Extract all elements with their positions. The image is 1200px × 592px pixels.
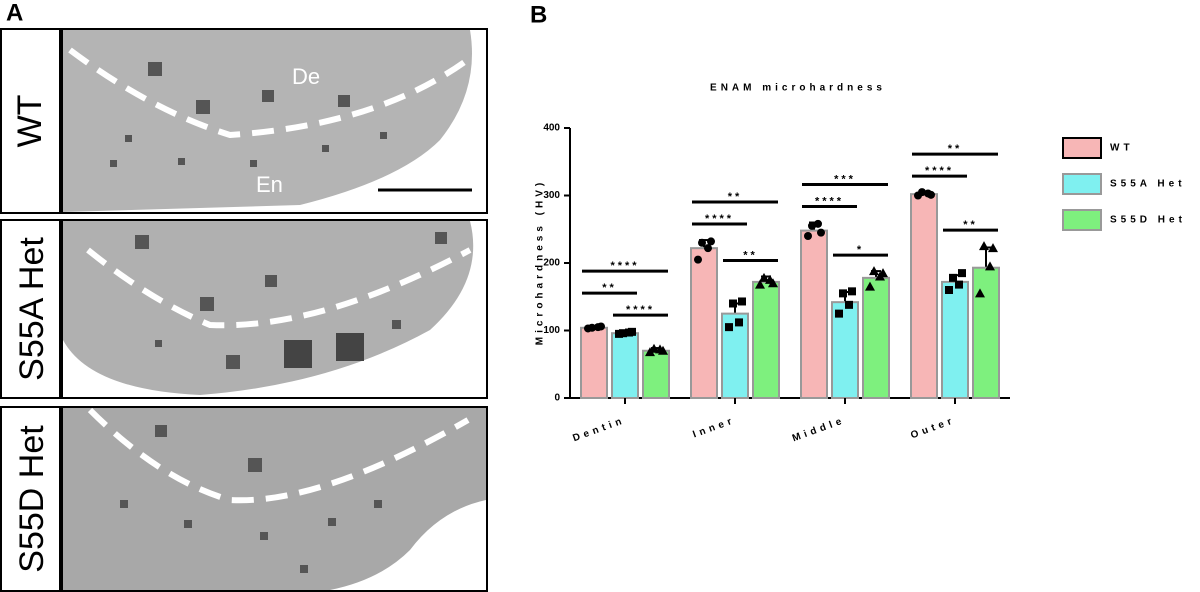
row-label: S55A Het bbox=[13, 237, 51, 381]
data-point bbox=[869, 266, 879, 276]
data-point bbox=[704, 244, 712, 253]
chart-title: ENAM microhardness bbox=[710, 83, 886, 94]
micrograph bbox=[63, 221, 474, 395]
micrograph-row: S55A Het bbox=[0, 219, 488, 399]
micrograph-row: WT De En bbox=[0, 28, 488, 214]
data-point bbox=[768, 278, 778, 288]
bar bbox=[611, 332, 639, 400]
data-point bbox=[619, 329, 627, 338]
panel-letter: B bbox=[530, 1, 547, 28]
data-point bbox=[698, 238, 706, 247]
data-point bbox=[817, 228, 825, 237]
bar bbox=[642, 349, 670, 399]
bar bbox=[800, 229, 828, 399]
data-point bbox=[707, 237, 715, 246]
data-point bbox=[814, 219, 822, 228]
y-tick-label: 400 bbox=[543, 123, 560, 134]
micrograph bbox=[63, 408, 486, 590]
y-axis-label: Microhardness (HV) bbox=[535, 179, 546, 345]
region-label: De bbox=[292, 64, 320, 89]
bar bbox=[910, 193, 938, 399]
data-point bbox=[755, 279, 765, 289]
data-point bbox=[588, 323, 596, 332]
data-point bbox=[878, 268, 888, 278]
micrograph bbox=[63, 30, 472, 212]
data-point bbox=[658, 345, 668, 355]
significance-label: **** bbox=[925, 165, 954, 177]
y-tick-label: 100 bbox=[543, 325, 560, 336]
legend-swatch bbox=[1062, 173, 1102, 195]
y-tick-label: 300 bbox=[543, 190, 560, 201]
legend-swatch bbox=[1062, 137, 1102, 159]
bar bbox=[941, 280, 969, 399]
data-point bbox=[735, 318, 743, 327]
data-point bbox=[597, 322, 605, 331]
data-point bbox=[738, 297, 746, 306]
data-point bbox=[848, 287, 856, 296]
significance-label: ** bbox=[743, 249, 758, 261]
legend-label: S55D Het bbox=[1110, 215, 1186, 226]
data-point bbox=[835, 309, 843, 318]
data-point bbox=[839, 289, 847, 298]
significance-label: ** bbox=[963, 219, 978, 231]
data-point bbox=[725, 323, 733, 332]
data-point bbox=[927, 190, 935, 199]
significance-label: * bbox=[857, 244, 864, 256]
data-point bbox=[975, 288, 985, 298]
x-tick-label: Middle bbox=[791, 415, 847, 444]
significance-label: **** bbox=[626, 304, 655, 316]
bar bbox=[862, 276, 890, 400]
bar bbox=[721, 312, 749, 399]
legend-label: WT bbox=[1110, 143, 1134, 154]
x-tick-label: Inner bbox=[691, 415, 737, 441]
data-point bbox=[985, 261, 995, 271]
data-point bbox=[694, 255, 702, 264]
data-point bbox=[945, 286, 953, 294]
y-tick-label: 0 bbox=[554, 393, 560, 404]
data-point bbox=[649, 343, 659, 353]
bar bbox=[752, 280, 780, 399]
data-point bbox=[628, 327, 636, 336]
legend-label: S55A Het bbox=[1110, 179, 1186, 190]
significance-label: *** bbox=[834, 173, 856, 185]
data-point bbox=[729, 299, 737, 308]
data-point bbox=[865, 281, 875, 291]
data-point bbox=[808, 221, 816, 230]
legend-swatch bbox=[1062, 209, 1102, 231]
significance-label: **** bbox=[815, 195, 844, 207]
data-point bbox=[955, 280, 963, 289]
significance-label: ** bbox=[948, 143, 963, 155]
data-point bbox=[958, 269, 966, 278]
x-tick-label: Outer bbox=[909, 415, 957, 441]
data-point bbox=[979, 241, 989, 251]
y-tick-label: 200 bbox=[543, 258, 560, 269]
data-point bbox=[988, 243, 998, 253]
data-point bbox=[918, 188, 926, 197]
label-box bbox=[0, 406, 61, 592]
row-label: WT bbox=[11, 95, 49, 148]
significance-label: **** bbox=[610, 260, 639, 272]
bar bbox=[690, 247, 718, 399]
bar bbox=[972, 266, 1000, 399]
data-point bbox=[845, 300, 853, 309]
data-point bbox=[804, 232, 812, 240]
x-tick-label: Dentin bbox=[571, 415, 627, 444]
significance-label: ** bbox=[728, 191, 743, 203]
panel-letter: A bbox=[6, 0, 23, 26]
row-label: S55D Het bbox=[13, 425, 51, 573]
micrograph-row: S55D Het bbox=[0, 406, 488, 592]
data-point bbox=[759, 272, 769, 282]
significance-label: ** bbox=[602, 282, 617, 294]
label-box bbox=[0, 219, 61, 399]
region-label: En bbox=[256, 172, 283, 197]
data-point bbox=[949, 273, 957, 282]
label-box bbox=[0, 28, 61, 214]
bar bbox=[580, 326, 608, 399]
significance-label: **** bbox=[705, 213, 734, 225]
